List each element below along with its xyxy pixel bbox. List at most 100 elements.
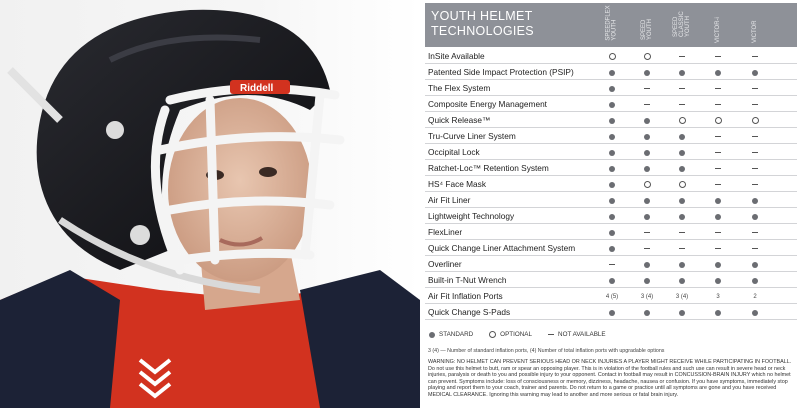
technology-table: YOUTH HELMET TECHNOLOGIES SPEEDFLEX YOUT… xyxy=(425,3,797,405)
row-label: Overliner xyxy=(428,259,462,269)
not-available-dash-icon xyxy=(715,152,721,153)
cell-standard xyxy=(665,161,699,176)
cell-standard xyxy=(701,193,735,208)
cell-not-available xyxy=(701,81,735,96)
cell-not-available xyxy=(738,177,772,192)
column-header: SPEEDFLEX YOUTH xyxy=(606,5,619,41)
cell-not-available xyxy=(665,225,699,240)
row-label: Quick Change Liner Attachment System xyxy=(428,243,576,253)
standard-dot-icon xyxy=(752,277,758,284)
cell-not-available xyxy=(630,225,664,240)
not-available-dash-icon xyxy=(679,88,685,89)
standard-dot-icon xyxy=(644,117,650,124)
cell-not-available xyxy=(665,241,699,256)
optional-circle-icon xyxy=(678,181,686,188)
standard-dot-icon xyxy=(715,197,721,204)
optional-circle-icon xyxy=(751,117,759,124)
port-count: 3 (4) xyxy=(675,293,689,300)
cell-not-available xyxy=(738,161,772,176)
cell-optional xyxy=(665,113,699,128)
row-label: Built-in T-Nut Wrench xyxy=(428,275,507,285)
legend-not-available: NOT AVAILABLE xyxy=(558,331,606,338)
standard-dot-icon xyxy=(644,149,650,156)
standard-dot-icon xyxy=(752,309,758,316)
not-available-dash-icon xyxy=(679,56,685,57)
not-available-dash-icon xyxy=(752,168,758,169)
row-label: The Flex System xyxy=(428,83,491,93)
port-count: 4 (5) xyxy=(605,293,619,300)
row-label: Patented Side Impact Protection (PSIP) xyxy=(428,67,574,77)
table-row: Built-in T-Nut Wrench xyxy=(425,273,797,288)
cell-not-available xyxy=(701,177,735,192)
standard-dot-icon xyxy=(715,261,721,268)
standard-dot-icon xyxy=(644,261,650,268)
optional-circle-icon xyxy=(608,53,616,60)
not-available-dash-icon xyxy=(715,56,721,57)
table-header: YOUTH HELMET TECHNOLOGIES SPEEDFLEX YOUT… xyxy=(425,3,797,47)
cell-not-available xyxy=(738,241,772,256)
row-label: Air Fit Liner xyxy=(428,195,471,205)
cell-standard xyxy=(665,145,699,160)
optional-circle-icon xyxy=(714,117,722,124)
cell-standard xyxy=(665,193,699,208)
shoulder-pad-left xyxy=(0,270,120,408)
standard-dot-icon xyxy=(609,181,615,188)
cell-not-available xyxy=(701,161,735,176)
optional-circle-icon xyxy=(678,117,686,124)
not-available-dash-icon xyxy=(715,184,721,185)
standard-dot-icon xyxy=(679,261,685,268)
cell-optional xyxy=(630,49,664,64)
cell-standard xyxy=(595,241,629,256)
row-label: Air Fit Inflation Ports xyxy=(428,291,503,301)
cell-standard xyxy=(701,273,735,288)
table-row: The Flex System xyxy=(425,81,797,96)
cell-not-available xyxy=(701,129,735,144)
standard-dot-icon xyxy=(609,277,615,284)
table-row: Patented Side Impact Protection (PSIP) xyxy=(425,65,797,80)
cell-optional xyxy=(701,113,735,128)
standard-dot-icon xyxy=(679,133,685,140)
cell-optional xyxy=(665,177,699,192)
standard-dot-icon xyxy=(679,69,685,76)
standard-dot-icon xyxy=(644,165,650,172)
cell-standard xyxy=(665,273,699,288)
standard-dot-icon xyxy=(609,229,615,236)
cell-standard xyxy=(665,305,699,320)
cell-standard xyxy=(665,257,699,272)
cell-standard xyxy=(595,113,629,128)
column-header: SPEED CLASSIC YOUTH xyxy=(673,11,691,37)
table-row: Occipital Lock xyxy=(425,145,797,160)
cell-value: 3 xyxy=(701,289,735,304)
standard-dot-icon xyxy=(609,101,615,108)
row-label: Quick Change S-Pads xyxy=(428,307,511,317)
cell-standard xyxy=(595,225,629,240)
cell-not-available xyxy=(701,49,735,64)
column-header: VICTOR xyxy=(752,20,758,43)
not-available-dash-icon xyxy=(644,232,650,233)
not-available-dash-icon xyxy=(752,136,758,137)
standard-dot-icon xyxy=(752,213,758,220)
cell-standard xyxy=(738,257,772,272)
cell-not-available xyxy=(630,97,664,112)
port-count: 3 xyxy=(716,293,720,300)
cell-not-available xyxy=(701,145,735,160)
cell-not-available xyxy=(701,225,735,240)
cell-not-available xyxy=(595,257,629,272)
row-label: InSite Available xyxy=(428,51,485,61)
row-label: Lightweight Technology xyxy=(428,211,515,221)
optional-circle-icon xyxy=(643,53,651,60)
standard-dot-icon xyxy=(644,213,650,220)
cell-standard xyxy=(701,305,735,320)
cell-not-available xyxy=(701,241,735,256)
cell-standard xyxy=(595,273,629,288)
table-row: HS⁴ Face Mask xyxy=(425,177,797,192)
not-available-dash-icon xyxy=(752,248,758,249)
cell-standard xyxy=(630,145,664,160)
optional-circle-icon xyxy=(489,331,497,338)
table-title: YOUTH HELMET TECHNOLOGIES xyxy=(431,9,534,38)
not-available-dash-icon xyxy=(644,104,650,105)
standard-dot-icon xyxy=(609,165,615,172)
not-available-dash-icon xyxy=(715,104,721,105)
helmet-shell xyxy=(36,9,331,270)
cell-standard xyxy=(595,161,629,176)
